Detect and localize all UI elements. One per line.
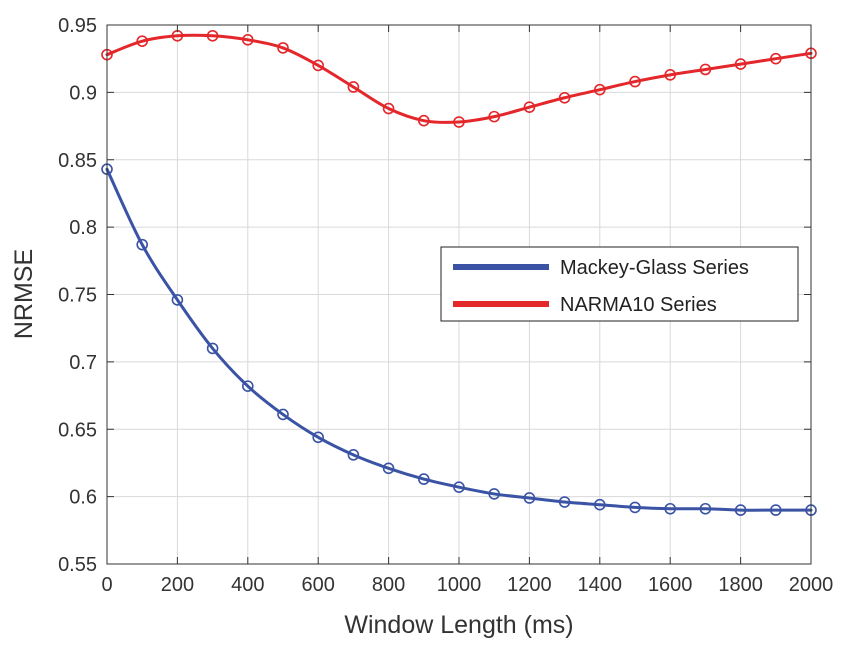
data-point-marker [171,294,184,306]
data-point-marker [488,110,501,123]
data-point-marker [558,91,571,104]
x-tick-label: 1200 [507,574,552,596]
x-tick-label: 1400 [578,574,623,596]
data-point-marker [593,498,606,511]
y-tick-label: 0.65 [58,419,97,441]
data-point-marker [593,83,606,96]
data-point-marker [206,342,219,355]
data-point-marker [206,29,219,42]
legend-label-mackey-glass: Mackey-Glass Series [560,257,749,279]
data-point-marker [453,481,465,493]
legend: Mackey-Glass Series NARMA10 Series [440,246,799,322]
x-tick-label: 800 [372,574,405,596]
data-point-marker [734,504,747,516]
y-tick-label: 0.6 [69,487,97,509]
x-tick-label: 600 [302,574,335,596]
y-tick-label: 0.95 [58,15,97,37]
series-line-0 [105,167,813,512]
data-point-marker [312,431,325,444]
ticks: 0 200 400 600 800 1000 1200 1400 1600 1800 2000 0.5… [58,15,833,596]
x-tick-label: 1800 [718,574,763,596]
data-point-marker [699,502,712,515]
data-point-marker [136,35,148,47]
data-point-marker [312,59,325,72]
y-tick-label: 0.75 [58,285,97,307]
data-point-marker [664,502,677,515]
y-tick-label: 0.7 [69,352,97,374]
data-point-marker [242,34,254,46]
data-point-marker [488,488,501,500]
x-axis-title: Window Length (ms) [344,611,573,639]
data-point-marker [347,81,360,93]
data-point-marker [242,380,254,392]
y-tick-label: 0.8 [69,217,97,239]
data-point-marker [734,58,747,70]
y-axis-title: NRMSE [10,249,38,339]
data-point-marker [136,238,148,251]
data-point-marker [699,63,712,76]
data-point-marker [347,449,360,461]
data-point-marker [277,42,289,54]
data-point-marker [382,102,395,115]
data-point-marker [277,408,289,421]
series-line-1 [105,33,813,124]
data-point-marker [629,75,641,88]
data-point-marker [523,101,536,113]
data-point-marker [558,496,571,508]
data-point-marker [629,501,641,514]
y-tick-label: 0.55 [58,554,97,576]
data-point-marker [453,116,465,128]
y-tick-label: 0.85 [58,150,97,172]
series-group [101,29,817,516]
data-point-marker [417,114,430,127]
data-point-marker [523,492,536,504]
x-tick-label: 1600 [648,574,693,596]
legend-label-narma10: NARMA10 Series [560,294,717,316]
x-tick-label: 400 [231,574,264,596]
data-point-marker [769,504,782,516]
x-tick-label: 200 [161,574,194,596]
y-tick-label: 0.9 [69,82,97,104]
x-tick-label: 0 [101,574,112,596]
data-point-marker [382,462,395,475]
data-point-marker [664,69,677,81]
x-tick-label: 2000 [789,574,834,596]
data-point-marker [769,52,782,65]
data-point-marker [417,473,430,485]
x-tick-label: 1000 [437,574,482,596]
legend-box [440,246,799,322]
